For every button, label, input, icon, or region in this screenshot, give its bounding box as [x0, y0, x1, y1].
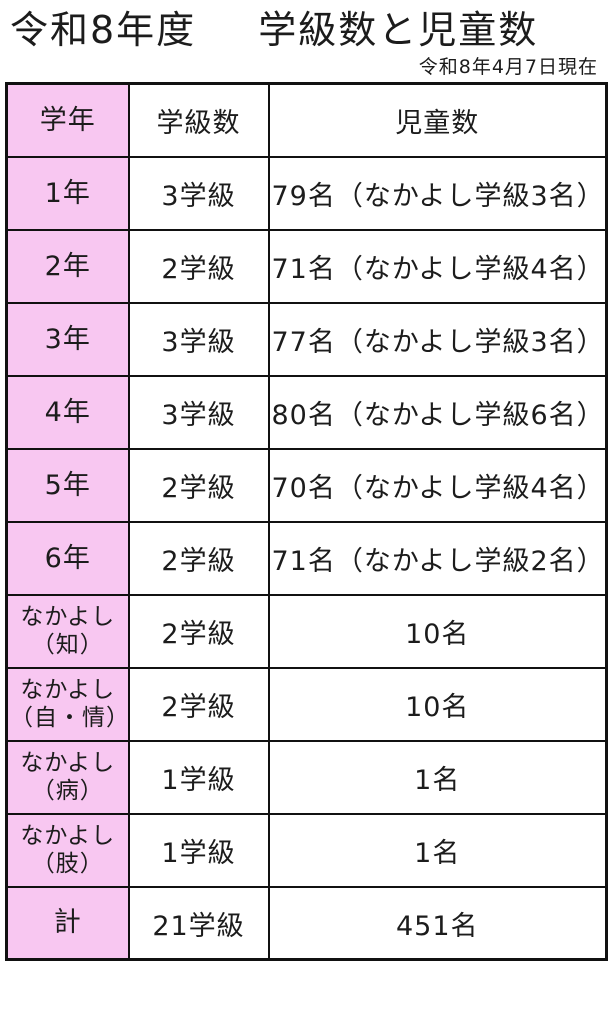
cell-students: 79名（なかよし学級3名） [267, 155, 608, 231]
page-title-era: 令和8年度 [10, 8, 197, 52]
header-grade: 学年 [5, 82, 130, 158]
cell-classes: 3学級 [127, 301, 270, 377]
cell-students: 10名 [267, 666, 608, 742]
header-classes: 学級数 [127, 82, 270, 158]
table-header-row: 学年 学級数 児童数 [5, 82, 608, 158]
header-students: 児童数 [267, 82, 608, 158]
cell-grade: なかよし （自・情） [5, 666, 130, 742]
page-title-main: 学級数と児童数 [258, 8, 539, 52]
cell-grade: なかよし （病） [5, 739, 130, 815]
cell-grade: 4年 [5, 374, 130, 450]
table-row: なかよし （肢） 1学級 1名 [5, 812, 608, 888]
table-row: なかよし （自・情） 2学級 10名 [5, 666, 608, 742]
cell-grade: 2年 [5, 228, 130, 304]
class-count-table: 学年 学級数 児童数 1年 3学級 79名（なかよし学級3名） 2年 2学級 7… [5, 82, 608, 962]
cell-grade: 5年 [5, 447, 130, 523]
table-row-total: 計 21学級 451名 [5, 885, 608, 961]
cell-students: 71名（なかよし学級4名） [267, 228, 608, 304]
cell-classes: 2学級 [127, 447, 270, 523]
cell-grade: なかよし （知） [5, 593, 130, 669]
table-row: 1年 3学級 79名（なかよし学級3名） [5, 155, 608, 231]
cell-classes: 3学級 [127, 374, 270, 450]
table-row: 2年 2学級 71名（なかよし学級4名） [5, 228, 608, 304]
cell-students: 1名 [267, 812, 608, 888]
cell-students: 80名（なかよし学級6名） [267, 374, 608, 450]
cell-grade-total: 計 [5, 885, 130, 961]
table-row: 4年 3学級 80名（なかよし学級6名） [5, 374, 608, 450]
table-row: 5年 2学級 70名（なかよし学級4名） [5, 447, 608, 523]
as-of-date: 令和8年4月7日現在 [418, 55, 598, 78]
cell-grade: なかよし （肢） [5, 812, 130, 888]
cell-classes: 1学級 [127, 739, 270, 815]
cell-grade: 1年 [5, 155, 130, 231]
cell-students: 10名 [267, 593, 608, 669]
table-row: なかよし （知） 2学級 10名 [5, 593, 608, 669]
cell-classes: 3学級 [127, 155, 270, 231]
cell-classes: 1学級 [127, 812, 270, 888]
cell-classes-total: 21学級 [127, 885, 270, 961]
cell-classes: 2学級 [127, 520, 270, 596]
cell-grade: 6年 [5, 520, 130, 596]
cell-grade: 3年 [5, 301, 130, 377]
page-title: 令和8年度 学級数と児童数 [0, 0, 610, 54]
table-row: なかよし （病） 1学級 1名 [5, 739, 608, 815]
cell-students-total: 451名 [267, 885, 608, 961]
table-row: 6年 2学級 71名（なかよし学級2名） [5, 520, 608, 596]
cell-students: 1名 [267, 739, 608, 815]
table-row: 3年 3学級 77名（なかよし学級3名） [5, 301, 608, 377]
cell-students: 70名（なかよし学級4名） [267, 447, 608, 523]
cell-classes: 2学級 [127, 666, 270, 742]
cell-classes: 2学級 [127, 593, 270, 669]
cell-students: 77名（なかよし学級3名） [267, 301, 608, 377]
cell-students: 71名（なかよし学級2名） [267, 520, 608, 596]
cell-classes: 2学級 [127, 228, 270, 304]
